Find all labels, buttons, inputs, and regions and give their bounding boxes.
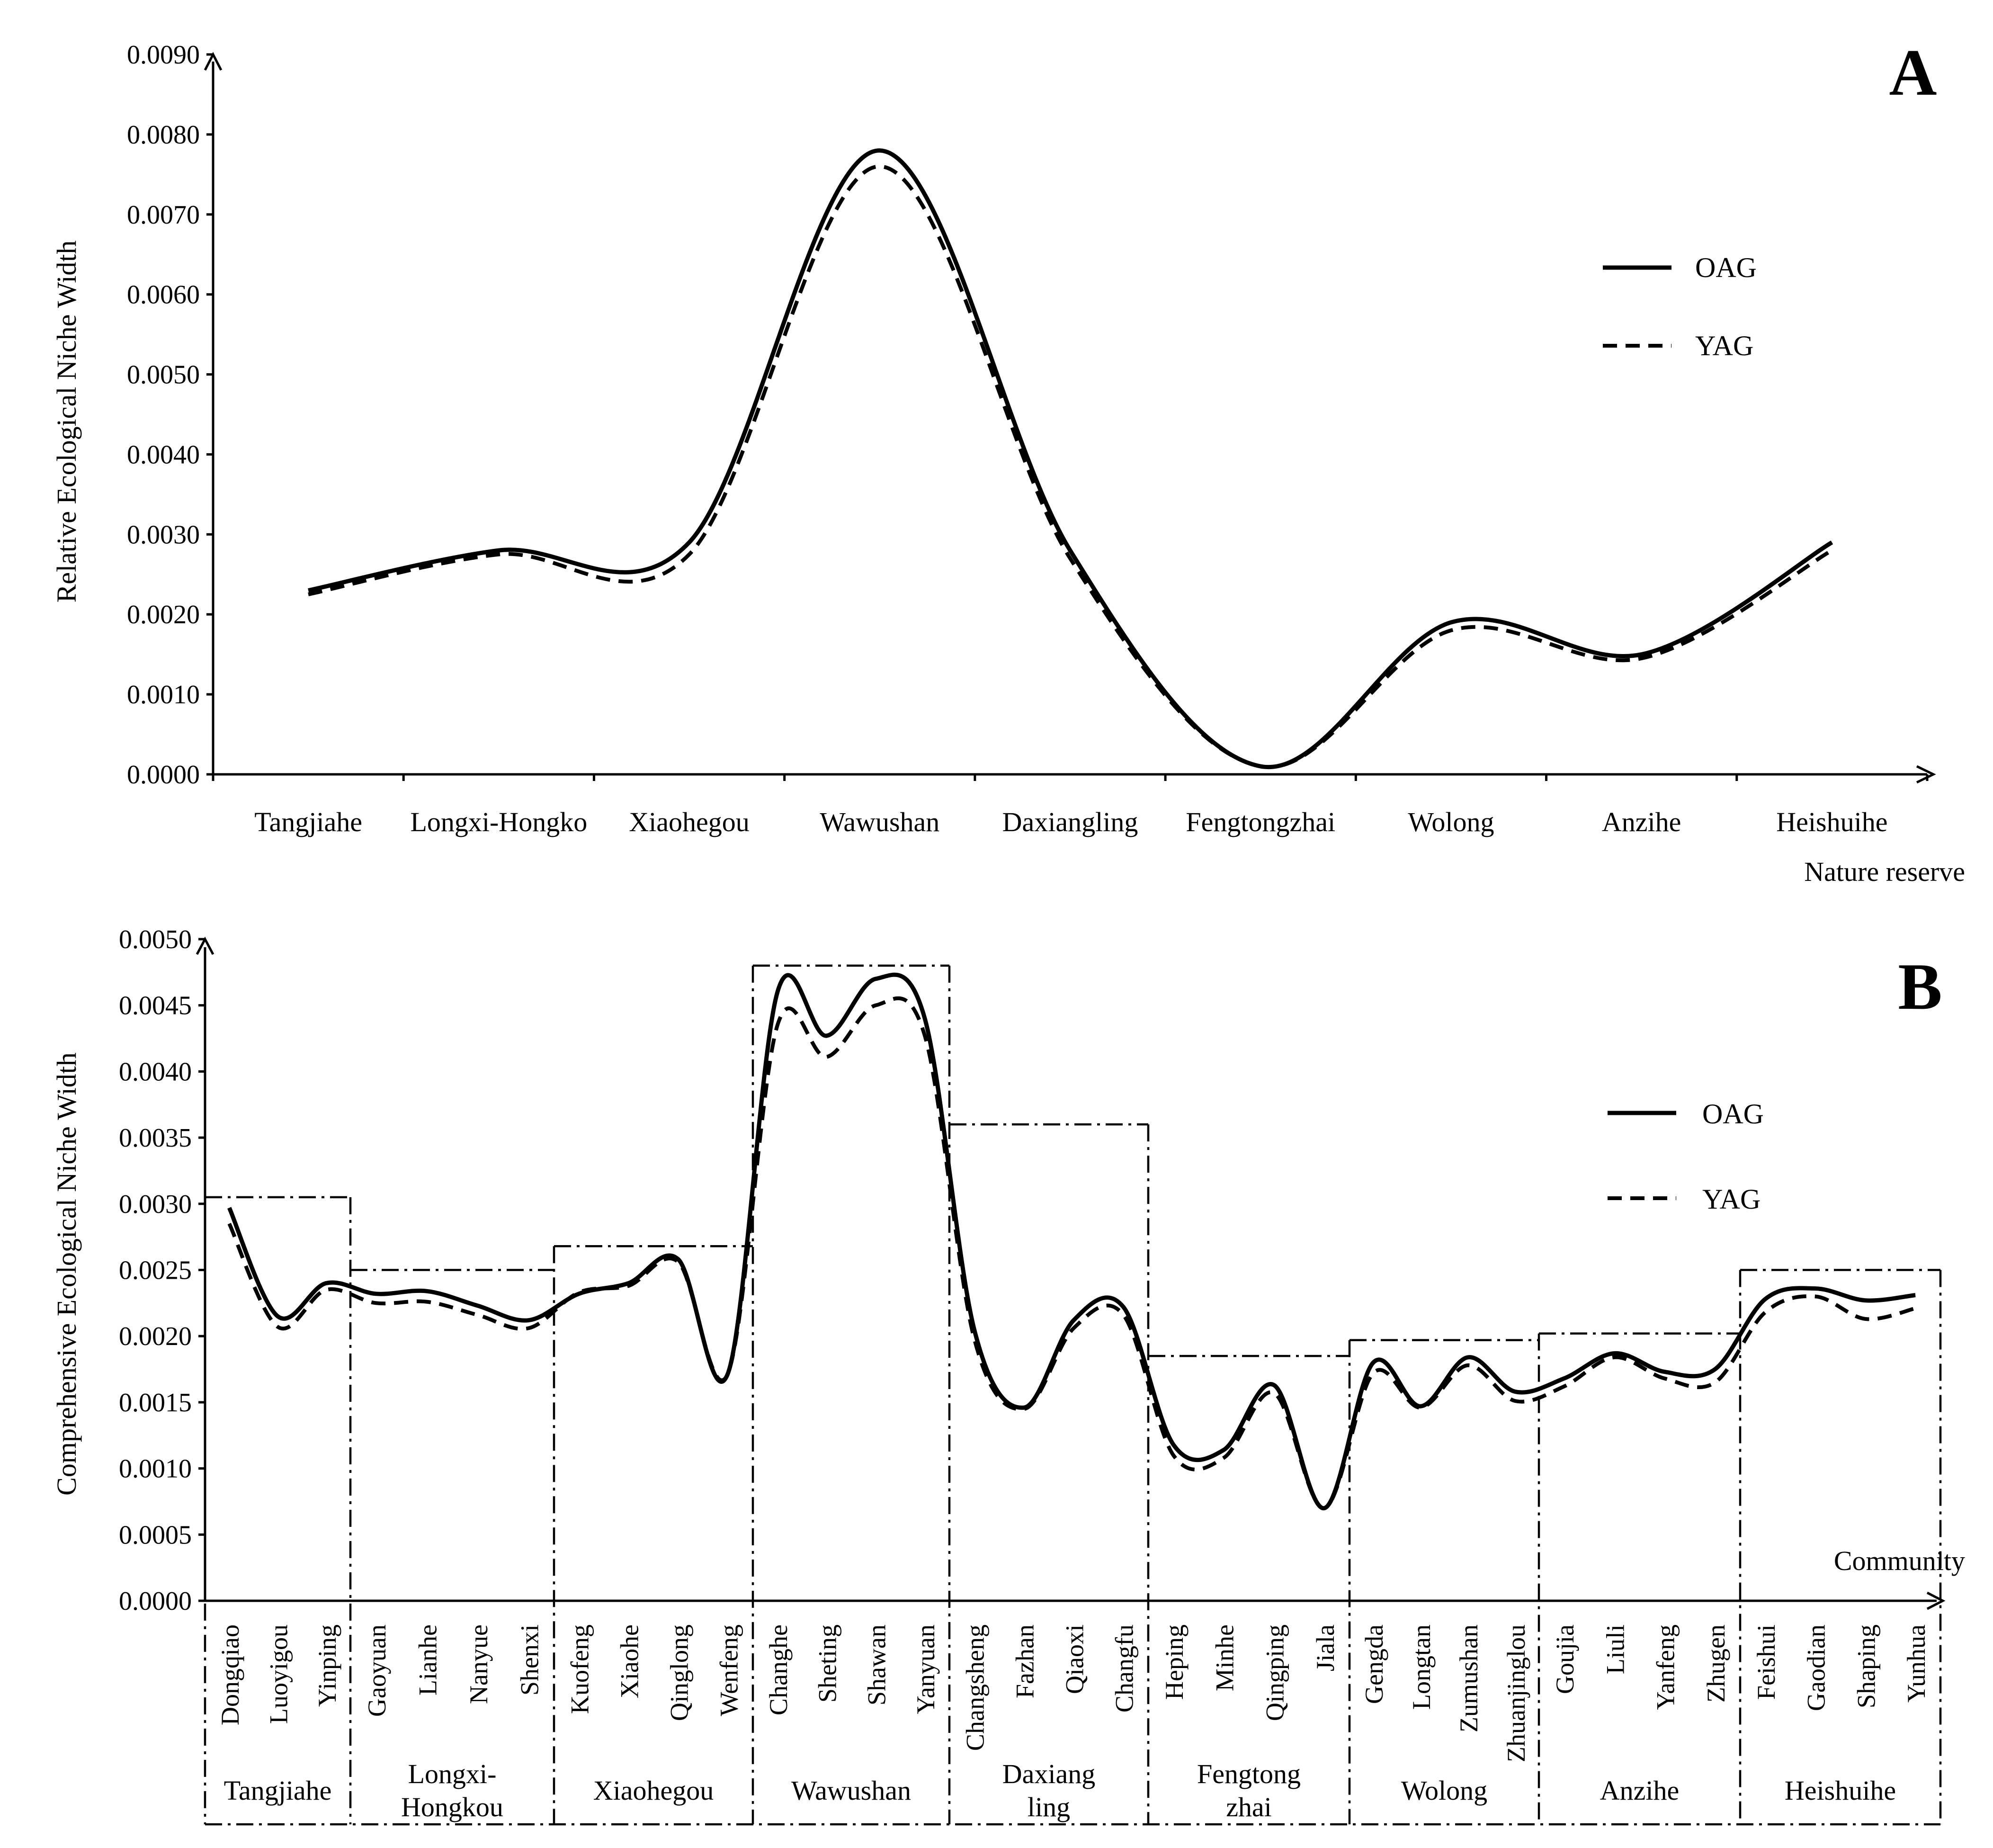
panel-b-ytick-label: 0.0005 <box>119 1520 192 1550</box>
panel-b-category-label: Shenxi <box>515 1624 544 1695</box>
panel-b-category-label: Qiaoxi <box>1061 1624 1089 1694</box>
panel-b-xlabel: Community <box>1834 1545 1965 1576</box>
panel-b-category-label: Yunhua <box>1902 1624 1930 1703</box>
panel-a-category-label: Xiaohegou <box>629 807 750 837</box>
panel-b-category-label: Nanyue <box>465 1624 493 1704</box>
panel-b-group-label: zhai <box>1226 1792 1272 1822</box>
panel-b-category-label: Lianhe <box>413 1624 442 1695</box>
panel-a-ytick-label: 0.0000 <box>127 760 200 789</box>
panel-b-category-label: Yanyuan <box>912 1624 940 1714</box>
panel-b-category-label: Zhuanjinglou <box>1502 1624 1530 1762</box>
panel-b-category-label: Shaping <box>1852 1624 1880 1708</box>
panel-b-ytick-label: 0.0015 <box>119 1388 192 1417</box>
panel-b-group-label: Wawushan <box>791 1775 911 1806</box>
panel-b-category-label: Gaoyuan <box>363 1624 391 1717</box>
panel-a-ytick-label: 0.0090 <box>127 40 200 70</box>
panel-b-category-label: Fazhan <box>1011 1624 1039 1698</box>
panel-a-x-arrow <box>1916 765 1936 784</box>
panel-b-category-label: Gaodian <box>1802 1624 1831 1711</box>
panel-b-letter: B <box>1898 950 1942 1023</box>
panel-b-group-label: ling <box>1028 1792 1070 1822</box>
panel-b-ytick-label: 0.0040 <box>119 1057 192 1086</box>
panel-b-group-label: Heishuihe <box>1785 1775 1896 1806</box>
panel-b-category-label: Luoyigou <box>265 1624 293 1724</box>
panel-b-group-label: Hongkou <box>401 1792 503 1822</box>
panel-b-category-label: Longtan <box>1407 1624 1436 1710</box>
panel-a-category-label: Anzihe <box>1602 807 1681 837</box>
panel-b-ytick-label: 0.0030 <box>119 1190 192 1219</box>
panel-a-ylabel: Relative Ecological Niche Width <box>51 241 82 603</box>
panel-a-ytick-label: 0.0060 <box>127 280 200 310</box>
panel-a-ytick-label: 0.0050 <box>127 360 200 390</box>
panel-b-series-yag <box>227 996 1916 1510</box>
panel-b-ytick-label: 0.0045 <box>119 991 192 1021</box>
panel-b-group-label: Anzihe <box>1600 1775 1680 1806</box>
panel-b-category-label: Qinglong <box>665 1624 694 1721</box>
panel-b-group-label: Xiaohegou <box>593 1775 714 1806</box>
panel-b-category-label: Jiala <box>1311 1624 1340 1671</box>
panel-b-group-label: Daxiang <box>1002 1758 1096 1789</box>
panel-a-ytick-label: 0.0080 <box>127 120 200 150</box>
legend-oag-label: OAG <box>1702 1098 1764 1130</box>
panel-b-ytick-label: 0.0050 <box>119 925 192 954</box>
panel-b-ytick-label: 0.0025 <box>119 1256 192 1285</box>
legend-oag-label: OAG <box>1695 252 1757 283</box>
panel-b-category-label: Zhugen <box>1702 1624 1730 1703</box>
panel-b: B Comprehensive Ecological Niche Width C… <box>51 925 1965 1826</box>
panel-b-category-label: Heping <box>1160 1624 1189 1700</box>
panel-b-category-label: Liuli <box>1601 1624 1629 1674</box>
panel-a-ytick-label: 0.0070 <box>127 200 200 230</box>
panel-b-category-label: Changsheng <box>961 1624 990 1751</box>
panel-b-category-label: Gengda <box>1360 1624 1388 1704</box>
panel-a-letter: A <box>1889 36 1937 109</box>
panel-a-category-label: Daxiangling <box>1002 807 1138 837</box>
legend-yag-label: YAG <box>1695 330 1753 361</box>
panel-b-category-label: Yinping <box>313 1624 341 1707</box>
panel-a-category-label: Longxi-Hongko <box>410 807 587 837</box>
panel-b-category-label: Kuofeng <box>566 1624 594 1714</box>
panel-b-ytick-label: 0.0010 <box>119 1454 192 1484</box>
panel-b-category-label: Changfu <box>1110 1624 1139 1713</box>
panel-b-category-label: Wenfeng <box>715 1624 743 1716</box>
panel-b-category-label: Xiaohe <box>616 1624 644 1698</box>
panel-b-group-label: Tangjiahe <box>224 1775 332 1806</box>
panel-b-x-arrow <box>1926 1591 1946 1610</box>
panel-a: A Relative Ecological Niche Width Nature… <box>51 36 1965 887</box>
panel-b-group-label: Wolong <box>1401 1775 1487 1806</box>
panel-b-ytick-label: 0.0000 <box>119 1587 192 1616</box>
panel-b-ytick-label: 0.0035 <box>119 1123 192 1153</box>
legend-yag-label: YAG <box>1702 1184 1761 1215</box>
panel-b-category-label: Qingping <box>1261 1624 1289 1721</box>
panel-a-category-label: Wawushan <box>820 807 939 837</box>
panel-a-ytick-label: 0.0030 <box>127 520 200 549</box>
panel-b-category-label: Yanfeng <box>1652 1624 1680 1710</box>
panel-a-xlabel: Nature reserve <box>1804 856 1965 887</box>
panel-b-category-label: Sheting <box>813 1624 842 1703</box>
panel-a-category-label: Heishuihe <box>1776 807 1887 837</box>
panel-a-category-label: Tangjiahe <box>254 807 362 837</box>
panel-a-ytick-label: 0.0040 <box>127 440 200 469</box>
panel-b-category-label: Changhe <box>764 1624 793 1715</box>
panel-b-ylabel: Comprehensive Ecological Niche Width <box>51 1052 82 1496</box>
panel-a-category-label: Fengtongzhai <box>1186 807 1335 837</box>
panel-a-ytick-label: 0.0020 <box>127 600 200 629</box>
panel-b-category-label: Shawan <box>862 1624 891 1705</box>
panel-b-category-label: Dongqiao <box>216 1624 244 1725</box>
panel-b-group-label: Fengtong <box>1197 1758 1301 1789</box>
panel-b-category-label: Goujia <box>1551 1624 1579 1694</box>
panel-a-series-yag <box>308 164 1833 769</box>
panel-b-category-label: Zumushan <box>1455 1624 1483 1732</box>
panel-b-series-oag <box>227 972 1916 1510</box>
panel-a-series-oag <box>308 148 1833 770</box>
panel-a-category-label: Wolong <box>1408 807 1494 837</box>
panel-b-group-label: Longxi- <box>408 1758 497 1789</box>
panel-b-category-label: Minhe <box>1210 1624 1239 1691</box>
panel-b-category-label: Feishui <box>1752 1624 1780 1700</box>
panel-a-ytick-label: 0.0010 <box>127 680 200 709</box>
panel-a-legend: OAG YAG <box>1603 252 1757 361</box>
panel-b-ytick-label: 0.0020 <box>119 1322 192 1351</box>
panel-b-legend: OAG YAG <box>1608 1098 1764 1215</box>
